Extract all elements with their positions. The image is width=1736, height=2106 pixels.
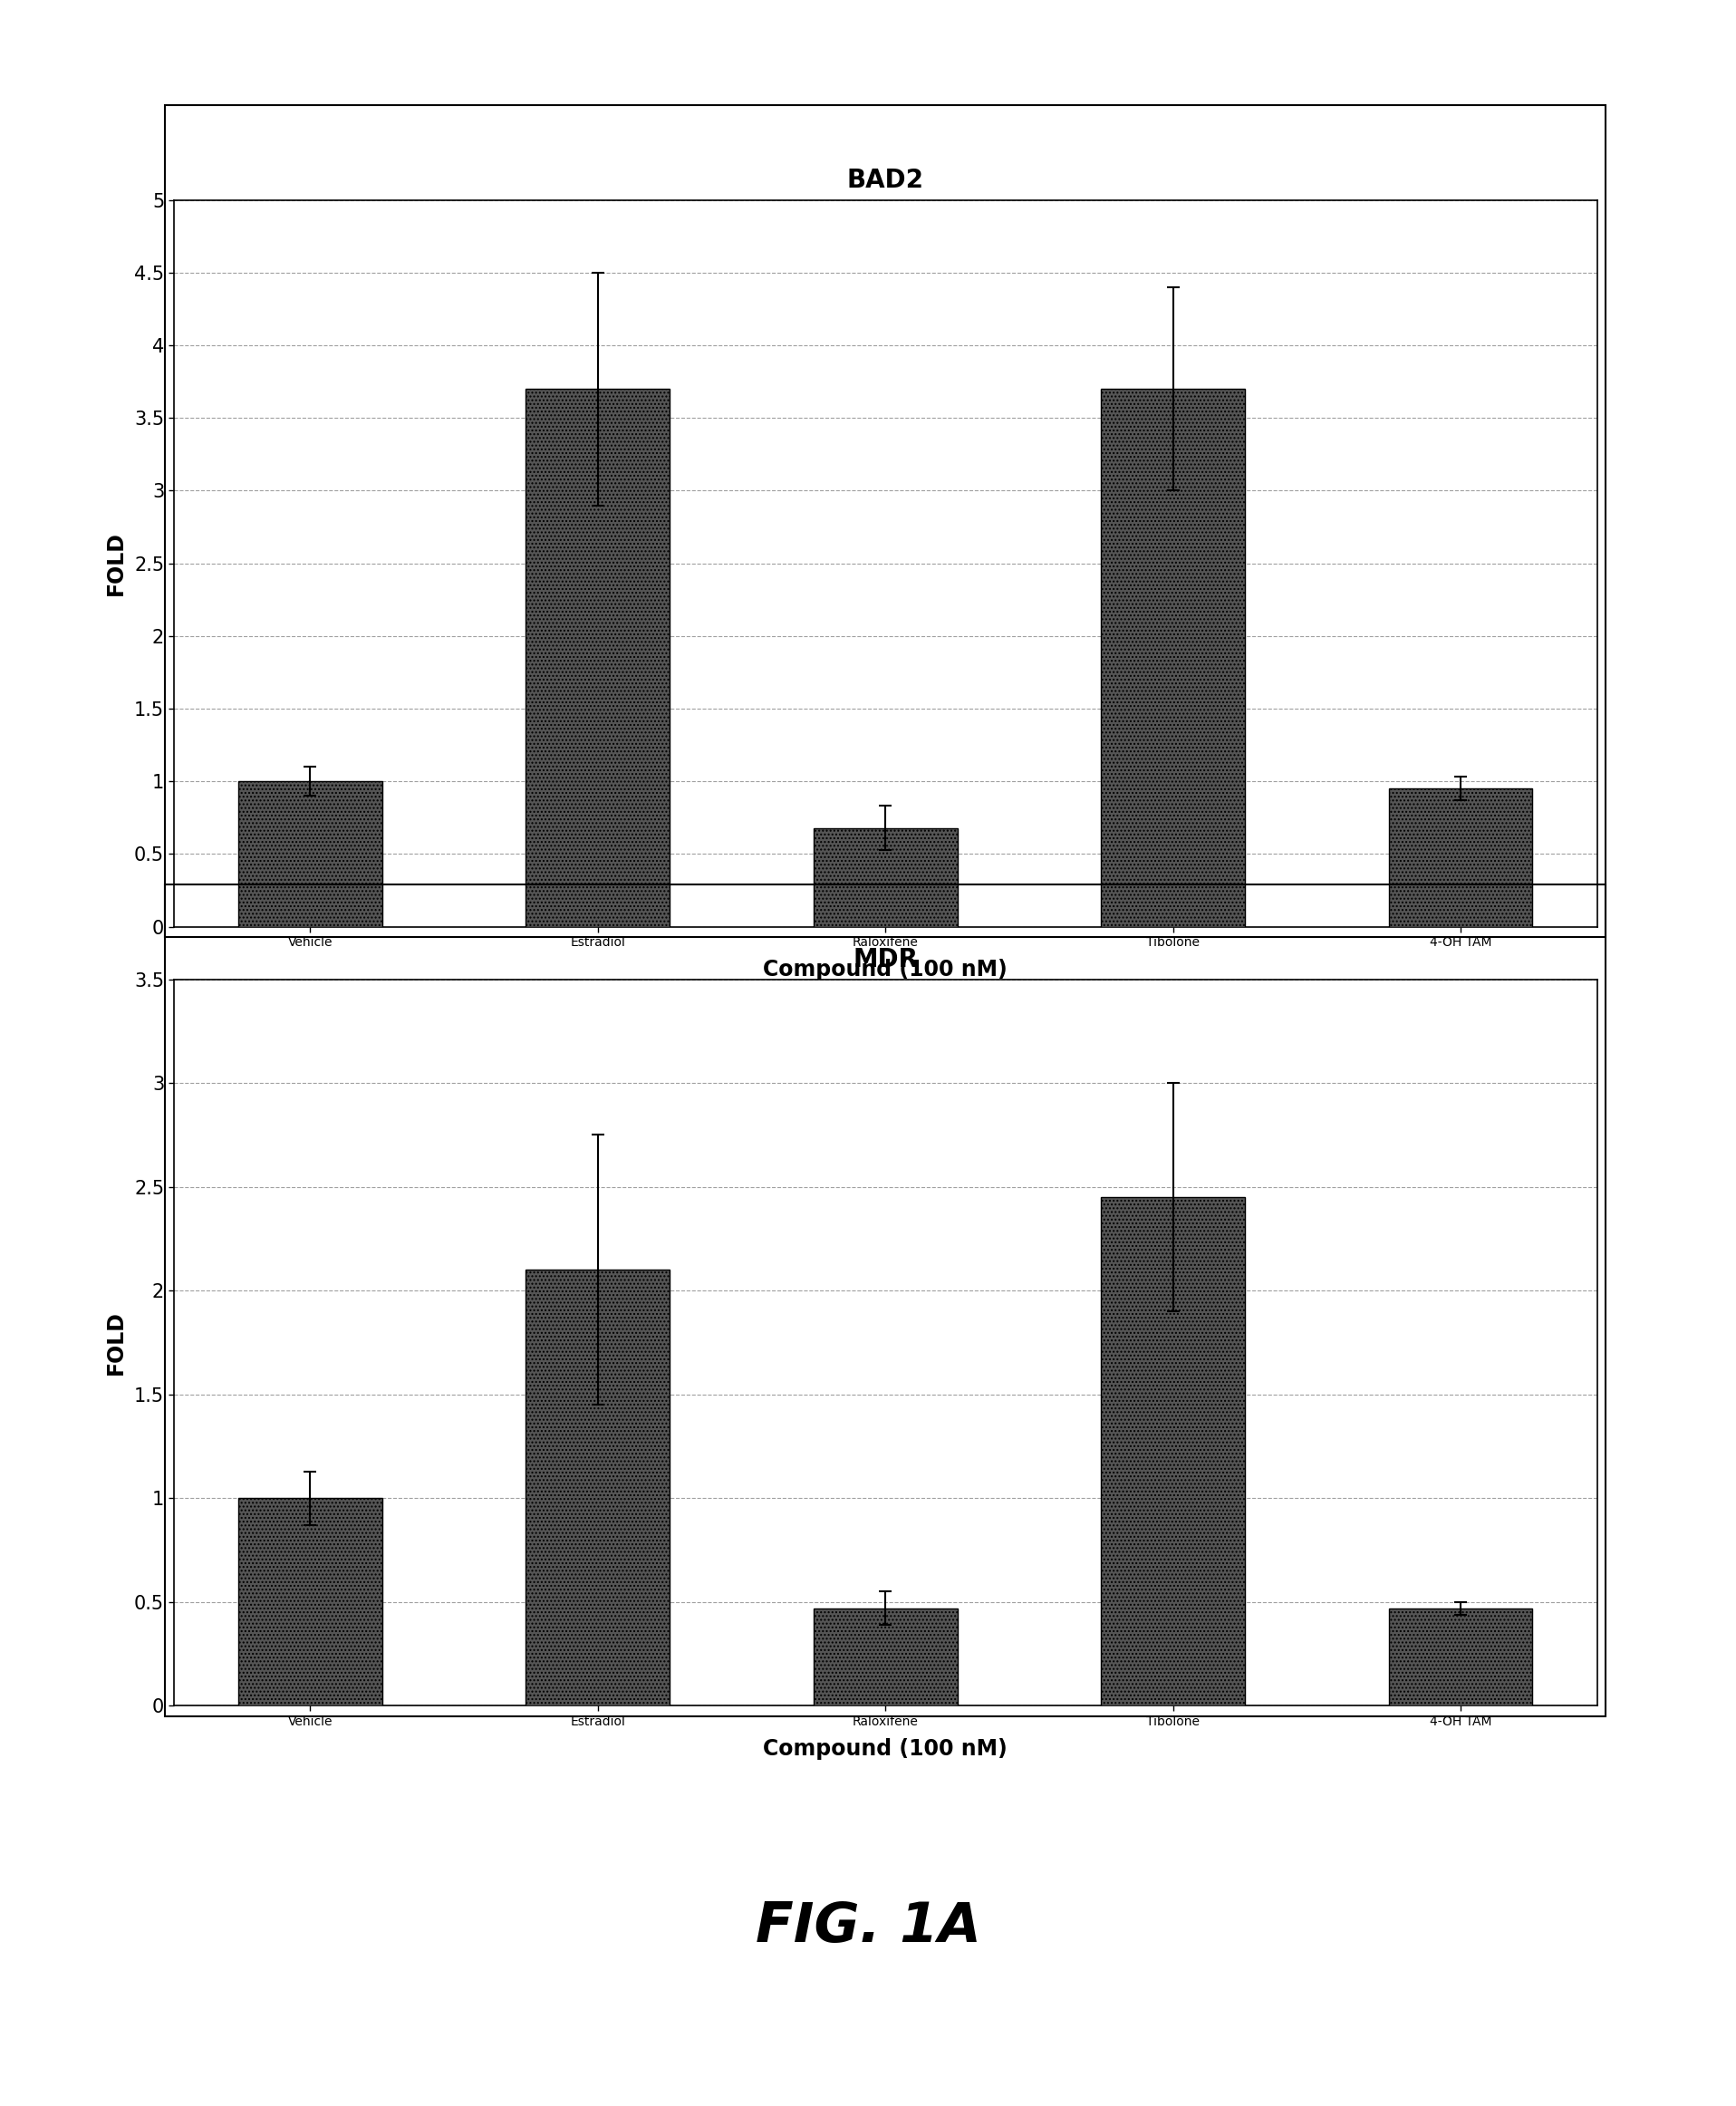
X-axis label: Compound (100 nM): Compound (100 nM) (764, 1737, 1007, 1761)
Bar (1389, 788, 1533, 927)
Bar (238, 1497, 382, 1706)
Y-axis label: FOLD: FOLD (104, 1310, 127, 1375)
Bar (526, 390, 670, 927)
Bar (814, 828, 957, 927)
Y-axis label: FOLD: FOLD (104, 531, 127, 596)
Bar (526, 1270, 670, 1706)
Title: MDR: MDR (852, 948, 918, 973)
Bar (814, 1609, 957, 1706)
Bar (1389, 1609, 1533, 1706)
Bar (1101, 390, 1245, 927)
Text: FIG. 1A: FIG. 1A (755, 1900, 981, 1954)
Bar (1101, 1196, 1245, 1706)
Bar (238, 781, 382, 927)
Title: BAD2: BAD2 (847, 168, 924, 194)
X-axis label: Compound (100 nM): Compound (100 nM) (764, 958, 1007, 981)
